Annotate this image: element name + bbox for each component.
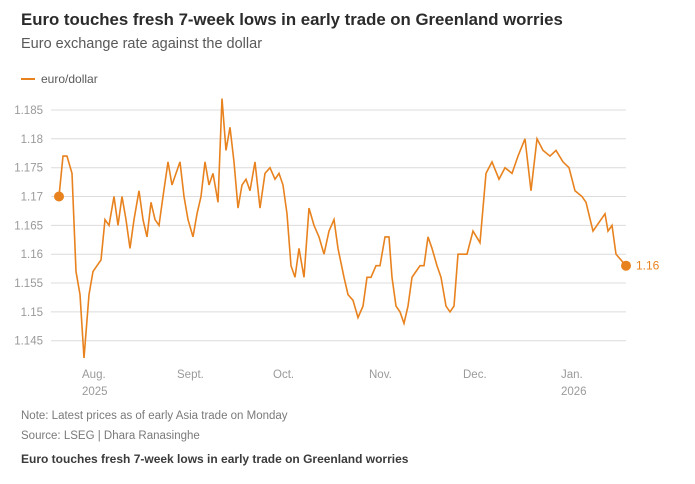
svg-text:2026: 2026 [561,386,587,398]
svg-text:1.17: 1.17 [21,192,43,204]
svg-text:Sept.: Sept. [177,369,204,381]
svg-text:Oct.: Oct. [273,369,294,381]
svg-text:1.185: 1.185 [14,105,43,117]
svg-text:Aug.: Aug. [82,369,106,381]
svg-text:1.16: 1.16 [636,259,660,273]
svg-text:1.155: 1.155 [14,278,43,290]
svg-text:Jan.: Jan. [561,369,583,381]
svg-text:Nov.: Nov. [369,369,392,381]
svg-text:1.175: 1.175 [14,163,43,175]
svg-text:1.16: 1.16 [21,249,43,261]
svg-text:1.165: 1.165 [14,220,43,232]
svg-text:Dec.: Dec. [463,369,487,381]
svg-text:1.15: 1.15 [21,307,43,319]
svg-text:1.18: 1.18 [21,134,43,146]
svg-text:1.145: 1.145 [14,336,43,348]
svg-text:2025: 2025 [82,386,108,398]
